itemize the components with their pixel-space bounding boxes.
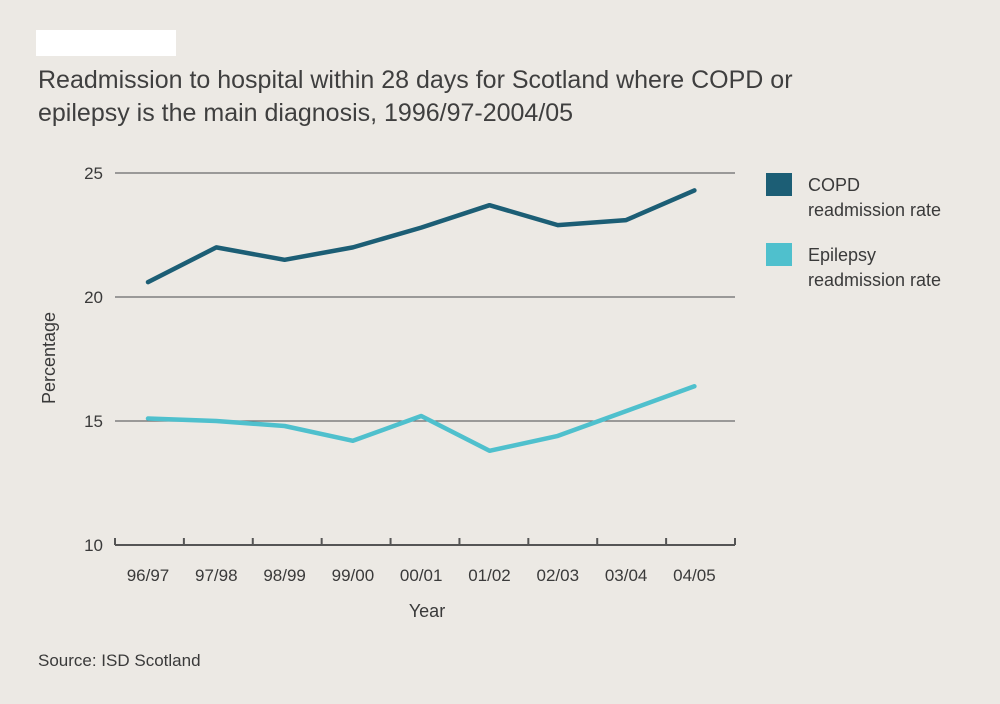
source-note: Source: ISD Scotland <box>38 651 201 670</box>
x-tick-label: 02/03 <box>537 566 580 585</box>
legend-swatch-epilepsy <box>766 243 792 266</box>
gridlines <box>115 172 735 422</box>
x-tick-label: 04/05 <box>673 566 716 585</box>
y-axis-title: Percentage <box>39 312 59 404</box>
legend-label-epilepsy-line-1: Epilepsy <box>808 245 876 265</box>
series-line-epilepsy <box>145 384 697 454</box>
x-tick-label: 99/00 <box>332 566 375 585</box>
legend-swatch-copd <box>766 173 792 196</box>
y-tick-label: 20 <box>84 288 103 307</box>
redacted-label <box>36 30 176 56</box>
y-tick-label: 10 <box>84 536 103 555</box>
x-tick-label: 96/97 <box>127 566 170 585</box>
legend: COPD readmission rate Epilepsy readmissi… <box>766 173 941 290</box>
series-lines <box>145 188 697 454</box>
chart-title: Readmission to hospital within 28 days f… <box>38 64 918 130</box>
x-tick-label: 03/04 <box>605 566 648 585</box>
y-tick-label: 25 <box>84 164 103 183</box>
legend-label-epilepsy-line-2: readmission rate <box>808 270 941 290</box>
x-tick-labels: 96/97 97/98 98/99 99/00 00/01 01/02 02/03 03/04… <box>127 566 716 585</box>
legend-label-copd-line-1: COPD <box>808 175 860 195</box>
x-tick-label: 00/01 <box>400 566 443 585</box>
legend-label-copd-line-2: readmission rate <box>808 200 941 220</box>
chart-title-line-2: epilepsy is the main diagnosis, 1996/97-… <box>38 99 574 127</box>
y-tick-label: 15 <box>84 412 103 431</box>
y-tick-labels: 10 15 20 25 <box>84 164 103 555</box>
x-axis-title: Year <box>409 601 445 621</box>
series-line-copd <box>145 188 697 285</box>
chart-title-line-1: Readmission to hospital within 28 days f… <box>38 66 793 94</box>
x-axis <box>114 538 736 546</box>
x-tick-label: 98/99 <box>263 566 306 585</box>
x-tick-label: 97/98 <box>195 566 238 585</box>
x-tick-label: 01/02 <box>468 566 511 585</box>
